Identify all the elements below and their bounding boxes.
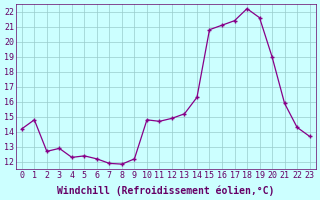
X-axis label: Windchill (Refroidissement éolien,°C): Windchill (Refroidissement éolien,°C) xyxy=(57,185,274,196)
